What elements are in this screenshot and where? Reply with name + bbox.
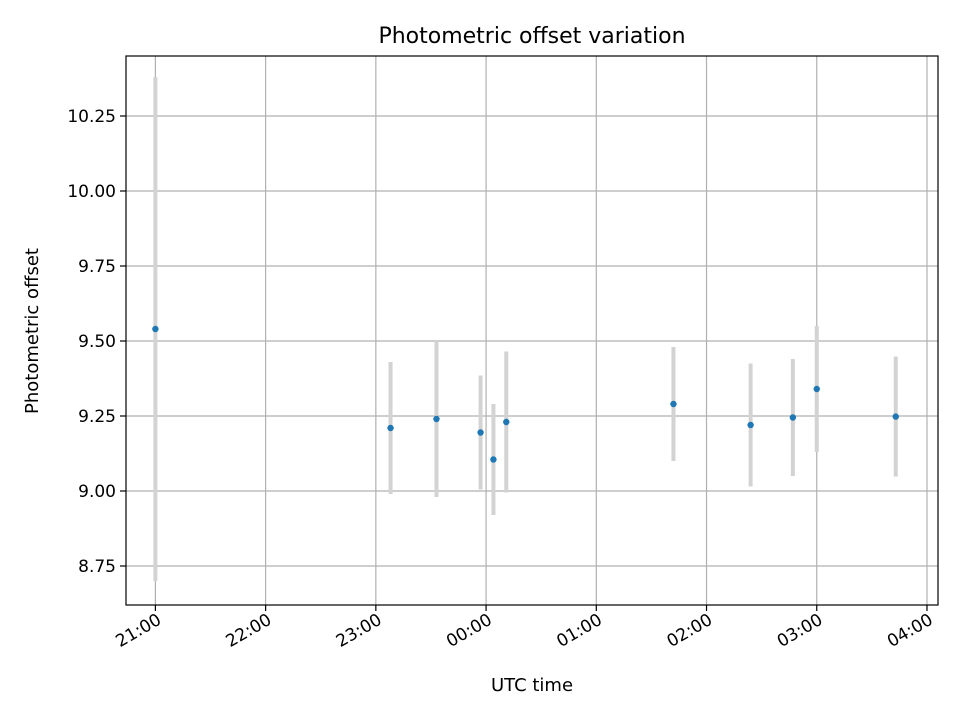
data-point <box>892 413 899 420</box>
y-axis-label: Photometric offset <box>22 248 43 414</box>
x-tick-label: 22:00 <box>223 610 275 652</box>
y-tick-label: 9.75 <box>78 257 116 277</box>
y-ticks: 8.75 9.00 9.25 9.50 9.75 10.00 10.25 <box>67 107 126 577</box>
data-point <box>433 415 440 423</box>
data-points <box>152 325 899 463</box>
data-point <box>490 456 497 463</box>
y-tick-label: 9.25 <box>78 407 116 427</box>
x-axis-label: UTC time <box>491 675 573 696</box>
chart-title: Photometric offset variation <box>378 24 685 49</box>
data-point <box>789 414 797 421</box>
data-point <box>152 325 159 333</box>
y-tick-label: 8.75 <box>78 557 116 577</box>
data-point <box>503 418 510 426</box>
x-ticks: 21:00 22:00 23:00 00:00 01:00 02:00 03:00 04:00 <box>112 605 936 652</box>
data-point <box>747 421 754 429</box>
x-tick-label: 01:00 <box>553 610 605 652</box>
data-point <box>387 424 394 432</box>
x-tick-label: 03:00 <box>774 610 826 652</box>
x-tick-label: 02:00 <box>664 610 716 652</box>
x-tick-label: 04:00 <box>884 610 936 652</box>
y-tick-label: 10.00 <box>67 182 116 202</box>
error-bars <box>153 77 898 581</box>
x-tick-label: 00:00 <box>443 610 495 652</box>
data-point <box>477 429 484 436</box>
plot-frame <box>125 55 939 606</box>
x-tick-label: 23:00 <box>333 610 385 652</box>
grid-lines <box>126 56 938 605</box>
x-tick-label: 21:00 <box>112 610 164 652</box>
data-point <box>670 400 677 408</box>
y-tick-label: 10.25 <box>67 107 116 127</box>
data-point <box>813 385 820 393</box>
y-tick-label: 9.50 <box>78 332 116 352</box>
y-tick-label: 9.00 <box>78 482 116 502</box>
